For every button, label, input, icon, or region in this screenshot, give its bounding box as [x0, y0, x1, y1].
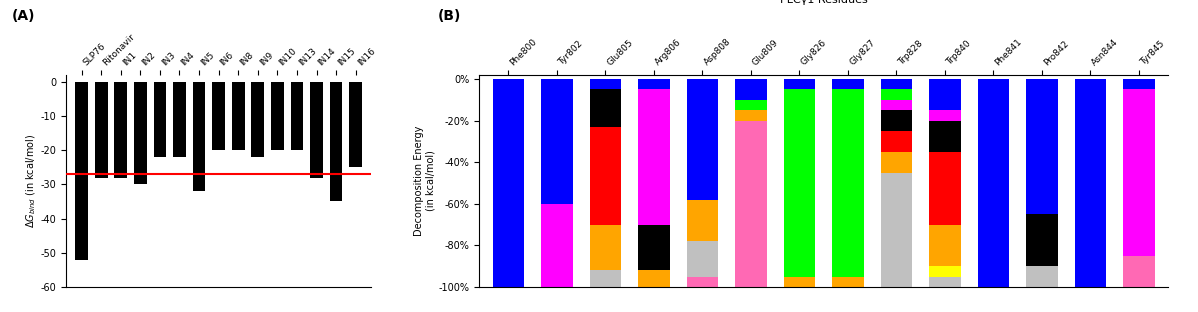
Bar: [271, 82, 284, 150]
Bar: [1027, 214, 1058, 266]
Bar: [173, 82, 186, 157]
Bar: [193, 82, 205, 191]
Bar: [541, 79, 573, 204]
Bar: [881, 100, 912, 110]
Bar: [639, 79, 670, 90]
Bar: [95, 82, 108, 178]
Bar: [492, 79, 524, 287]
Bar: [930, 152, 961, 225]
Bar: [736, 79, 767, 100]
Bar: [1027, 266, 1058, 287]
Bar: [978, 79, 1009, 287]
Bar: [639, 225, 670, 271]
Bar: [783, 90, 815, 277]
Bar: [114, 82, 127, 178]
Bar: [1027, 79, 1058, 214]
Bar: [881, 131, 912, 152]
Bar: [310, 82, 323, 178]
Bar: [736, 100, 767, 110]
Bar: [639, 271, 670, 287]
Bar: [881, 110, 912, 131]
Bar: [686, 79, 718, 200]
Bar: [1124, 256, 1155, 287]
Bar: [589, 79, 621, 90]
Bar: [833, 79, 864, 90]
Bar: [930, 225, 961, 266]
Bar: [783, 277, 815, 287]
Bar: [881, 79, 912, 90]
Bar: [686, 200, 718, 241]
Bar: [930, 79, 961, 110]
Bar: [1124, 79, 1155, 90]
Bar: [541, 204, 573, 287]
Bar: [930, 110, 961, 121]
Bar: [881, 90, 912, 100]
Y-axis label: $\Delta G_{bind}$ (in kcal/mol): $\Delta G_{bind}$ (in kcal/mol): [24, 134, 37, 228]
Bar: [833, 277, 864, 287]
Bar: [930, 277, 961, 287]
Bar: [783, 79, 815, 90]
Bar: [291, 82, 303, 150]
Bar: [232, 82, 244, 150]
Bar: [881, 152, 912, 173]
Bar: [930, 121, 961, 152]
Bar: [589, 225, 621, 271]
Bar: [212, 82, 225, 150]
Bar: [589, 127, 621, 225]
Bar: [1124, 90, 1155, 256]
Bar: [881, 173, 912, 287]
Text: (B): (B): [437, 9, 461, 23]
Bar: [1075, 79, 1106, 287]
Bar: [833, 90, 864, 277]
Bar: [686, 277, 718, 287]
Bar: [134, 82, 146, 184]
Title: PLCγ1 Residues: PLCγ1 Residues: [780, 0, 867, 5]
Bar: [736, 121, 767, 287]
Bar: [589, 90, 621, 127]
Bar: [639, 90, 670, 225]
Bar: [350, 82, 362, 167]
Bar: [252, 82, 265, 157]
Bar: [736, 110, 767, 121]
Bar: [329, 82, 343, 202]
Bar: [75, 82, 87, 260]
Text: (A): (A): [12, 9, 36, 23]
Bar: [153, 82, 167, 157]
Bar: [589, 271, 621, 287]
Y-axis label: Decomposition Energy
(in kcal/mol): Decomposition Energy (in kcal/mol): [415, 126, 436, 236]
Bar: [686, 241, 718, 277]
Bar: [930, 266, 961, 277]
